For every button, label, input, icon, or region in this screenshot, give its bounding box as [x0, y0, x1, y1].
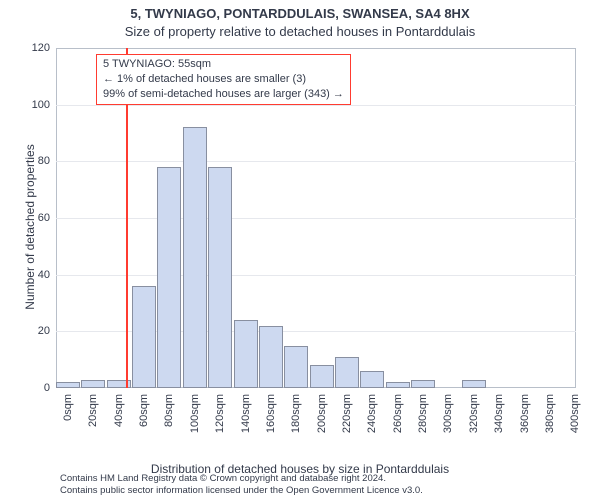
histogram-bar: [208, 167, 232, 388]
y-tick-label: 120: [22, 42, 56, 54]
x-tick-label: 340sqm: [493, 388, 505, 433]
x-tick-label: 380sqm: [544, 388, 556, 433]
histogram-bar: [462, 380, 486, 389]
y-tick-label: 0: [22, 382, 56, 394]
footer-line: Contains HM Land Registry data © Crown c…: [60, 473, 423, 484]
footer-line: Contains public sector information licen…: [60, 485, 423, 496]
histogram-bar: [360, 371, 384, 388]
gridline: [56, 161, 576, 162]
gridline: [56, 275, 576, 276]
histogram-bar: [335, 357, 359, 388]
histogram-bar: [157, 167, 181, 388]
y-tick-label: 60: [22, 212, 56, 224]
x-tick-label: 320sqm: [468, 388, 480, 433]
histogram-bar: [234, 320, 258, 388]
plot-area: 020406080100120 0sqm20sqm40sqm60sqm80sqm…: [56, 48, 576, 388]
gridline: [56, 218, 576, 219]
histogram-bar: [259, 326, 283, 388]
x-tick-label: 60sqm: [138, 388, 150, 427]
histogram-bar: [411, 380, 435, 389]
annotation-line: 5 TWYNIAGO: 55sqm: [103, 57, 344, 72]
x-tick-label: 0sqm: [62, 388, 74, 421]
x-tick-label: 280sqm: [417, 388, 429, 433]
x-tick-label: 100sqm: [189, 388, 201, 433]
x-tick-label: 40sqm: [113, 388, 125, 427]
x-tick-label: 80sqm: [163, 388, 175, 427]
histogram-bar: [132, 286, 156, 388]
histogram-bar: [284, 346, 308, 389]
y-tick-label: 80: [22, 155, 56, 167]
y-tick-label: 40: [22, 269, 56, 281]
x-tick-label: 140sqm: [240, 388, 252, 433]
chart-subtitle: Size of property relative to detached ho…: [0, 24, 600, 39]
x-tick-label: 120sqm: [214, 388, 226, 433]
x-tick-label: 220sqm: [341, 388, 353, 433]
annotation-line: 99% of semi-detached houses are larger (…: [103, 87, 344, 102]
footer-text: Contains HM Land Registry data © Crown c…: [60, 473, 423, 496]
gridline: [56, 105, 576, 106]
histogram-bar: [81, 380, 105, 389]
chart-title: 5, TWYNIAGO, PONTARDDULAIS, SWANSEA, SA4…: [0, 6, 600, 21]
y-tick-label: 100: [22, 99, 56, 111]
histogram-bar: [183, 127, 207, 388]
annotation-line: ← 1% of detached houses are smaller (3): [103, 72, 344, 87]
x-tick-label: 360sqm: [519, 388, 531, 433]
x-tick-label: 160sqm: [265, 388, 277, 433]
x-tick-label: 240sqm: [366, 388, 378, 433]
x-tick-label: 300sqm: [442, 388, 454, 433]
x-tick-label: 20sqm: [87, 388, 99, 427]
x-tick-label: 260sqm: [392, 388, 404, 433]
x-tick-label: 180sqm: [290, 388, 302, 433]
annotation-box: 5 TWYNIAGO: 55sqm ← 1% of detached house…: [96, 54, 351, 105]
y-tick-label: 20: [22, 325, 56, 337]
x-tick-label: 400sqm: [569, 388, 581, 433]
x-tick-label: 200sqm: [316, 388, 328, 433]
histogram-bar: [310, 365, 334, 388]
